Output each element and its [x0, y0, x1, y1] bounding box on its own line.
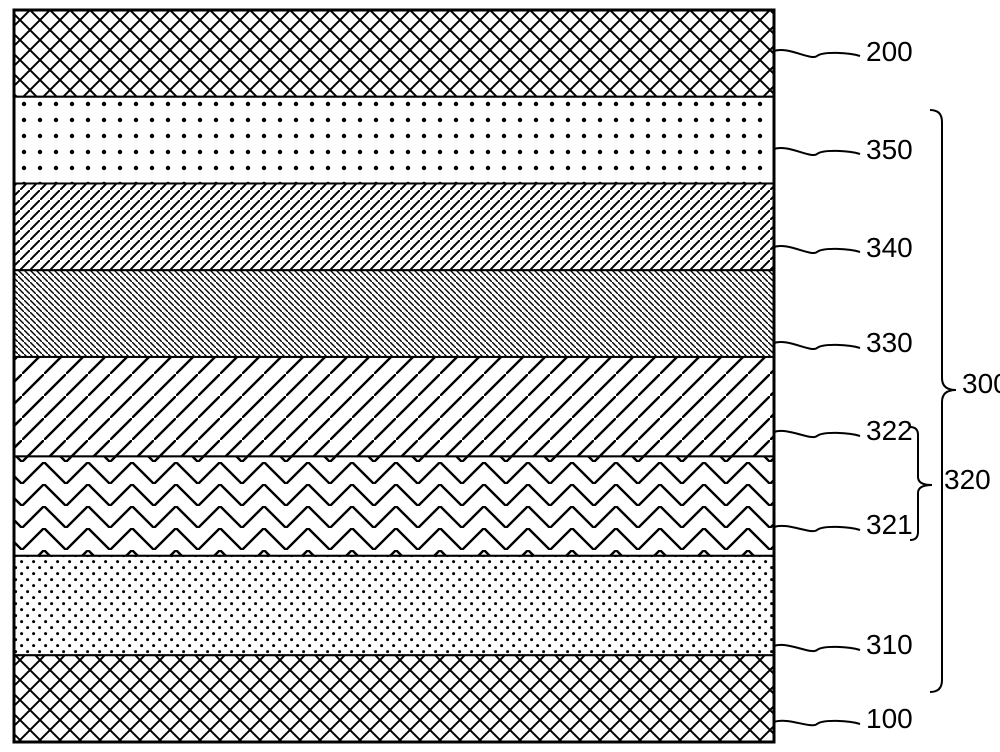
- layer-200: [14, 10, 774, 97]
- label-350: 350: [866, 134, 913, 165]
- label-322: 322: [866, 415, 913, 446]
- leader-322: [774, 431, 860, 437]
- leader-321: [774, 526, 860, 531]
- brace-300: [930, 110, 956, 692]
- leader-330: [774, 342, 860, 349]
- label-321: 321: [866, 509, 913, 540]
- layer-100: [14, 655, 774, 742]
- layer-322: [14, 357, 774, 456]
- label-330: 330: [866, 327, 913, 358]
- leader-350: [774, 148, 860, 155]
- diagram-container: 200 350 340 330 322 321 310 100 320 300: [0, 0, 1000, 752]
- leader-200: [774, 50, 860, 57]
- layer-350: [14, 97, 774, 184]
- label-200: 200: [866, 36, 913, 67]
- brace-320: [910, 427, 932, 540]
- label-340: 340: [866, 232, 913, 263]
- layer-diagram: 200 350 340 330 322 321 310 100 320 300: [0, 0, 1000, 752]
- leader-100: [774, 721, 860, 725]
- label-320: 320: [944, 464, 991, 495]
- leader-340: [774, 246, 860, 253]
- layer-321: [14, 456, 774, 555]
- layer-340: [14, 183, 774, 270]
- label-300: 300: [962, 368, 1000, 399]
- label-310: 310: [866, 629, 913, 660]
- layer-310: [14, 556, 774, 655]
- layer-330: [14, 270, 774, 357]
- leader-310: [774, 645, 860, 651]
- label-100: 100: [866, 703, 913, 734]
